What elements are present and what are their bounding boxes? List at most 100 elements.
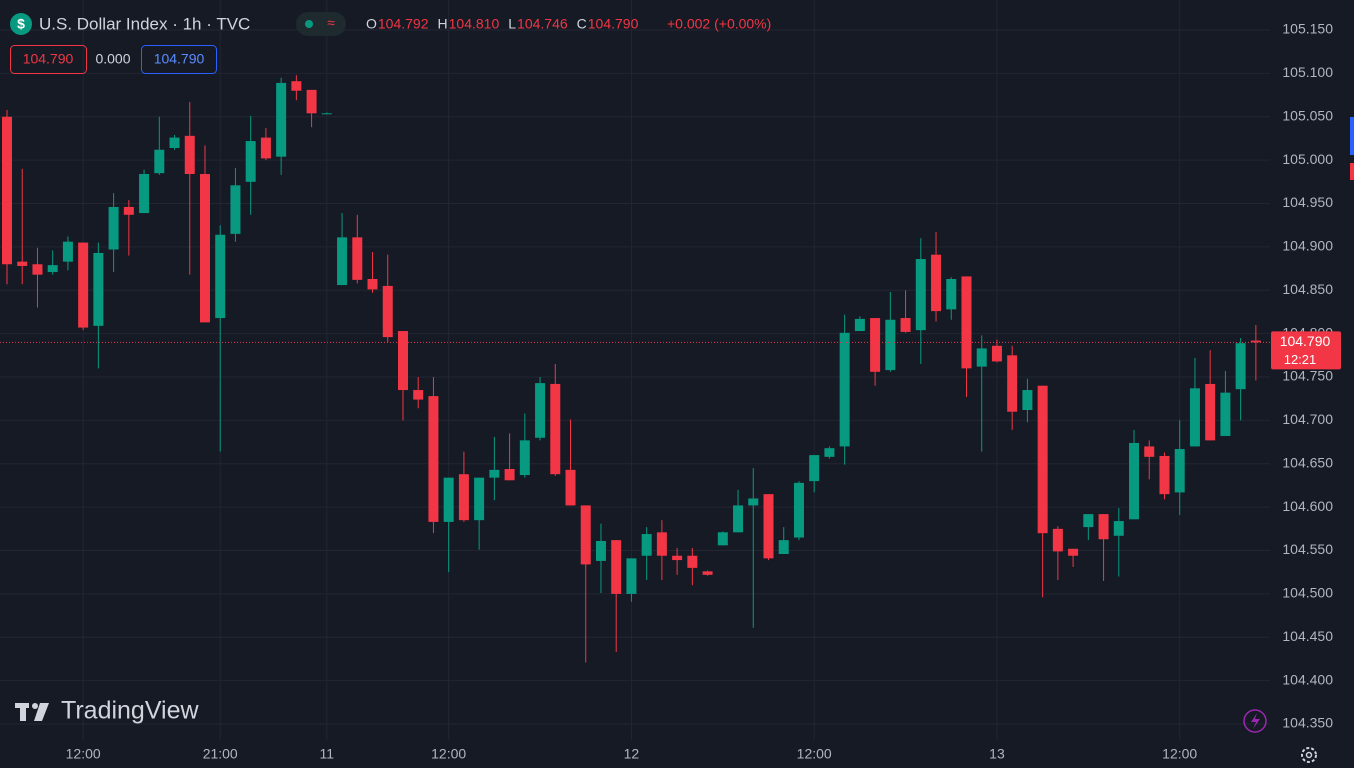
candle-body: [1144, 446, 1155, 457]
y-tick-label: 104.450: [1282, 628, 1333, 644]
candle-body: [626, 558, 637, 594]
ohlc-key: L: [508, 16, 516, 32]
candle-body: [854, 318, 865, 332]
candle-body: [611, 540, 622, 594]
candle-body: [474, 477, 485, 521]
candle-body: [1205, 383, 1216, 441]
candle-body: [1220, 392, 1231, 437]
candle-body: [946, 278, 957, 310]
candle-body: [458, 474, 469, 521]
candle-body: [672, 555, 683, 561]
bid: 104.790: [23, 51, 74, 67]
bid-box[interactable]: [10, 45, 87, 74]
ohlc-legend: O 104.792 H 104.810 L 104.746 C 104.790: [366, 16, 639, 32]
settings-icon[interactable]: [1301, 747, 1317, 763]
y-tick-label: 104.900: [1282, 238, 1333, 254]
ohlc-value: 104.810: [449, 16, 500, 32]
ohlc-key: O: [366, 16, 377, 32]
candle-body: [413, 390, 424, 400]
candle-body: [839, 332, 850, 447]
candle-body: [47, 265, 58, 273]
candles: [2, 75, 1261, 663]
edge-marker: [1350, 163, 1354, 180]
status-glyph: ≈: [327, 15, 335, 31]
candle-body: [276, 82, 287, 157]
candle-body: [687, 555, 698, 568]
candle-body: [931, 254, 942, 312]
candle-body: [1189, 388, 1200, 447]
candle-body: [306, 89, 317, 114]
candle-body: [870, 318, 881, 372]
candle-body: [580, 505, 591, 565]
candle-body: [915, 259, 926, 331]
candle-body: [32, 264, 43, 275]
candle-body: [900, 318, 911, 332]
candle-body: [17, 261, 28, 266]
symbol-icon[interactable]: [10, 13, 32, 35]
candle-body: [641, 534, 652, 556]
candle-body: [2, 116, 12, 265]
y-tick-label: 105.050: [1282, 107, 1333, 123]
candle-body: [123, 206, 134, 215]
y-tick-label: 104.650: [1282, 454, 1333, 470]
candle-body: [1068, 548, 1079, 556]
grid: [0, 0, 1270, 740]
chart-title[interactable]: U.S. Dollar Index · 1h · TVC: [39, 14, 250, 33]
x-tick-label: 12:00: [1162, 746, 1197, 762]
candle-body: [565, 469, 576, 506]
candle-body: [337, 237, 348, 286]
candle-body: [230, 185, 241, 234]
ohlc-value: 104.792: [378, 16, 429, 32]
candle-body: [1250, 340, 1261, 343]
y-tick-label: 105.000: [1282, 151, 1333, 167]
candle-body: [824, 448, 835, 457]
candle-body: [321, 113, 332, 115]
ohlc-value: 104.746: [517, 16, 568, 32]
ask-box[interactable]: [141, 45, 217, 74]
candle-body: [504, 468, 515, 481]
ohlc-key: C: [577, 16, 587, 32]
watermark: TradingView: [61, 697, 200, 725]
candle-body: [382, 285, 393, 338]
candle-body: [367, 278, 378, 290]
status-pill[interactable]: [296, 12, 346, 36]
candle-body: [397, 331, 408, 391]
candle-body: [169, 137, 180, 148]
y-tick-label: 104.500: [1282, 585, 1333, 601]
candle-body: [535, 383, 546, 438]
candle-body: [352, 237, 363, 280]
candle-body: [1083, 514, 1094, 528]
symbol-icon-glyph: $: [17, 16, 25, 32]
candle-body: [93, 252, 104, 326]
candle-body: [62, 241, 73, 262]
candle-body: [139, 174, 150, 214]
candle-body: [733, 505, 744, 533]
candle-body: [763, 494, 774, 559]
x-tick-label: 12:00: [66, 746, 101, 762]
candle-body: [1235, 343, 1246, 390]
candle-body: [550, 383, 561, 475]
candle-body: [78, 242, 89, 328]
candle-body: [1052, 528, 1063, 552]
alert-icon[interactable]: [1243, 709, 1267, 733]
candle-body: [291, 81, 302, 91]
y-tick-label: 104.950: [1282, 194, 1333, 210]
candle-body: [595, 540, 606, 561]
settings-icon-center: [1305, 751, 1313, 759]
y-tick-label: 104.850: [1282, 281, 1333, 297]
candle-body: [1159, 455, 1170, 495]
candle-body: [154, 149, 165, 174]
candle-body: [519, 440, 530, 476]
x-tick-label: 21:00: [203, 746, 238, 762]
status-dot: [305, 20, 313, 28]
candle-body: [793, 482, 804, 538]
y-tick-label: 104.400: [1282, 671, 1333, 687]
y-tick-label: 104.550: [1282, 541, 1333, 557]
candle-body: [215, 234, 226, 319]
x-tick-label: 12:00: [431, 746, 466, 762]
watermark-logo: [15, 703, 49, 721]
last-price-box: [1271, 331, 1341, 370]
candle-body: [702, 571, 713, 575]
y-tick-label: 104.600: [1282, 498, 1333, 514]
